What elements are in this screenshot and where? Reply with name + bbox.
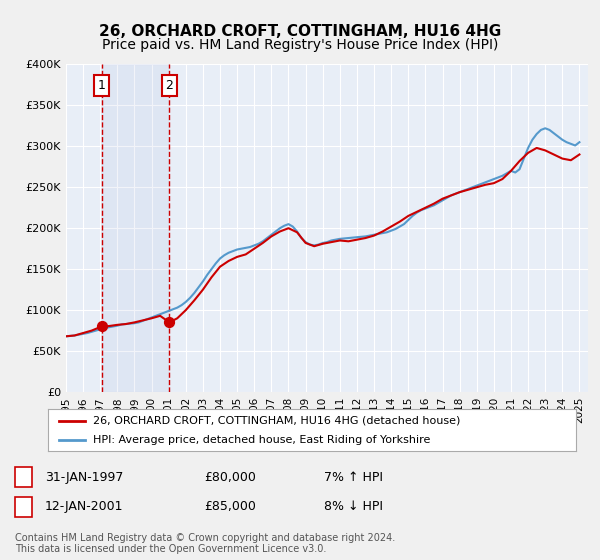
Text: 31-JAN-1997: 31-JAN-1997 [45,470,124,484]
Text: 26, ORCHARD CROFT, COTTINGHAM, HU16 4HG (detached house): 26, ORCHARD CROFT, COTTINGHAM, HU16 4HG … [93,416,460,426]
Text: 2: 2 [19,500,28,514]
Text: 1: 1 [19,470,28,484]
Bar [101,64,169,392]
Text: HPI: Average price, detached house, East Riding of Yorkshire: HPI: Average price, detached house, East… [93,435,430,445]
Text: 1: 1 [98,79,106,92]
Text: 12-JAN-2001: 12-JAN-2001 [45,500,124,514]
Text: 2: 2 [166,79,173,92]
Point [97,322,106,331]
Text: Contains HM Land Registry data © Crown copyright and database right 2024.
This d: Contains HM Land Registry data © Crown c… [15,533,395,554]
Text: 7% ↑ HPI: 7% ↑ HPI [324,470,383,484]
Text: 26, ORCHARD CROFT, COTTINGHAM, HU16 4HG: 26, ORCHARD CROFT, COTTINGHAM, HU16 4HG [99,24,501,39]
Text: £80,000: £80,000 [204,470,256,484]
Point [164,318,174,327]
Text: Price paid vs. HM Land Registry's House Price Index (HPI): Price paid vs. HM Land Registry's House … [102,38,498,52]
Text: 8% ↓ HPI: 8% ↓ HPI [324,500,383,514]
Text: £85,000: £85,000 [204,500,256,514]
